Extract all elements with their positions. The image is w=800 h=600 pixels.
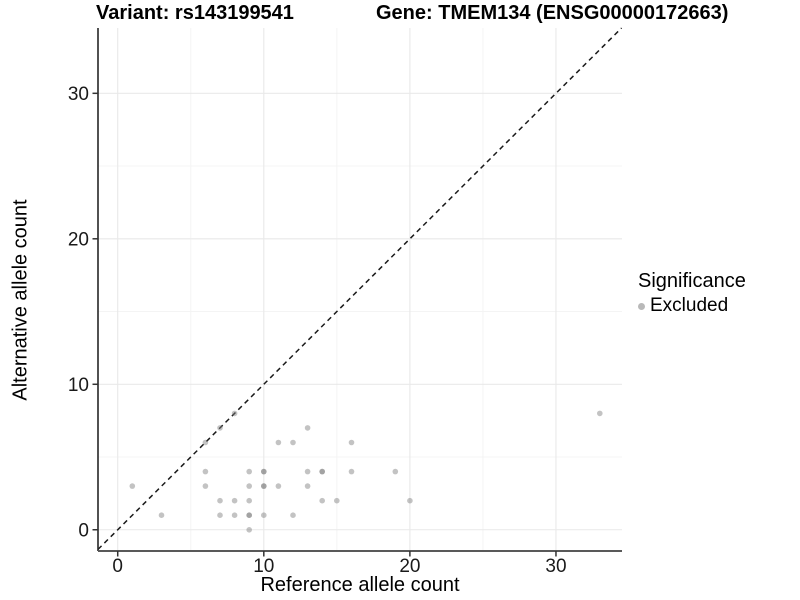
data-point — [597, 410, 603, 417]
data-point — [348, 468, 355, 475]
data-point — [319, 497, 325, 504]
data-point — [246, 512, 252, 518]
data-point — [202, 483, 209, 489]
data-point — [407, 497, 413, 504]
data-point — [261, 483, 267, 489]
data-point — [261, 483, 267, 489]
data-point — [231, 410, 238, 417]
tick-label: 10 — [253, 556, 274, 577]
tick-label: 20 — [399, 556, 420, 577]
data-point — [202, 439, 209, 446]
tick-label: 30 — [545, 556, 566, 577]
data-point — [246, 497, 252, 504]
data-point — [275, 439, 282, 446]
legend-key-dot — [638, 302, 645, 310]
tick-label: 20 — [68, 229, 89, 250]
data-point — [290, 512, 296, 518]
data-point — [275, 483, 282, 489]
data-point — [304, 468, 311, 475]
data-point — [231, 512, 238, 518]
data-point — [246, 483, 252, 489]
tick-label: 30 — [68, 84, 89, 105]
tick-label: 0 — [112, 556, 123, 577]
data-point — [290, 439, 296, 446]
identity-dashed-line — [97, 27, 623, 550]
minor-gridlines — [98, 28, 622, 551]
data-point — [261, 468, 267, 475]
data-point — [246, 527, 252, 533]
axis-ticks — [92, 92, 557, 557]
legend-title: Significance — [638, 270, 746, 292]
data-point — [319, 468, 325, 475]
data-points — [129, 410, 603, 533]
data-point — [261, 512, 267, 518]
legend-item-label: Excluded — [650, 295, 729, 316]
tick-label: 10 — [68, 375, 89, 396]
legend-item-excluded: Excluded — [638, 295, 746, 317]
data-point — [231, 497, 238, 504]
data-point — [158, 512, 165, 518]
legend: Significance Excluded — [638, 270, 746, 317]
data-point — [261, 468, 267, 475]
data-point — [217, 512, 223, 518]
data-point — [348, 439, 355, 446]
data-point — [217, 425, 223, 431]
gene-title: Gene: TMEM134 (ENSG00000172663) — [376, 2, 729, 24]
variant-title: Variant: rs143199541 — [96, 2, 294, 24]
data-point — [246, 512, 252, 518]
major-gridlines — [98, 28, 622, 551]
data-point — [334, 497, 340, 504]
identity-line — [97, 27, 623, 550]
x-axis-title: Reference allele count — [260, 574, 460, 596]
data-point — [392, 468, 399, 475]
axis-lines — [97, 28, 622, 552]
data-point — [319, 468, 325, 475]
data-point — [304, 425, 311, 431]
tick-label: 0 — [78, 520, 89, 541]
data-point — [304, 483, 311, 489]
data-point — [246, 468, 252, 475]
data-point — [202, 468, 209, 475]
data-point — [217, 497, 223, 504]
data-point — [129, 483, 136, 489]
tick-labels: 0 10 20 30 0 10 20 30 — [68, 84, 567, 577]
